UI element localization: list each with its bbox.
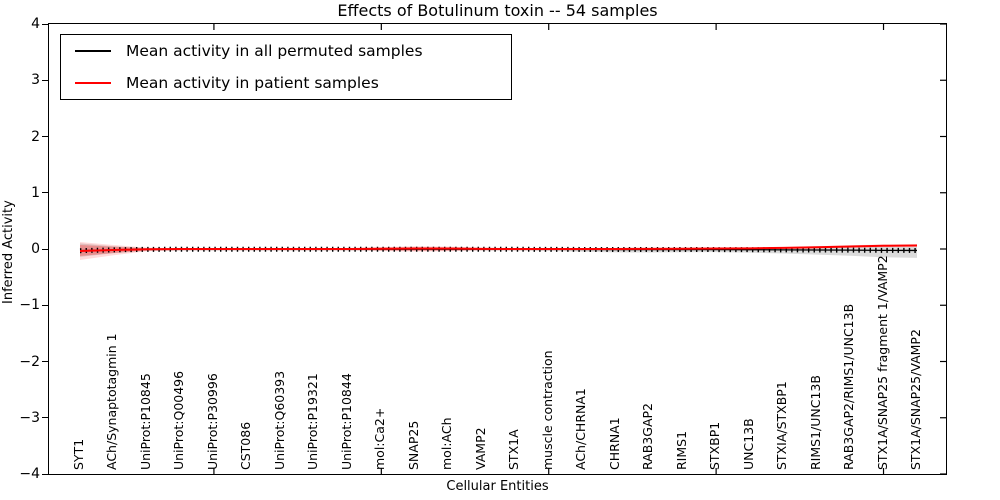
- chart-canvas: [79, 24, 946, 474]
- y-tick-label: −1: [19, 297, 40, 314]
- y-tick-mark-left: [42, 136, 49, 138]
- x-category-label: UniProt:P10844: [338, 373, 354, 470]
- permuted-line-sample-icon: [75, 50, 111, 53]
- patient-line-sample-icon: [75, 81, 111, 84]
- chart-title: Effects of Botulinum toxin -- 54 samples: [337, 1, 658, 20]
- x-category-label: STXBP1: [707, 421, 723, 470]
- x-category-label: ACh/Synaptotagmin 1: [104, 333, 120, 470]
- y-tick-mark-left: [42, 248, 49, 250]
- x-category-label: STX1A/SNAP25/VAMP2: [908, 329, 923, 470]
- y-tick-mark-left: [42, 23, 49, 25]
- x-category-label: RAB3GAP2/RIMS1/UNC13B: [841, 303, 857, 470]
- y-tick-label: 4: [31, 16, 40, 32]
- x-category-label: UniProt:P19321: [305, 373, 321, 470]
- x-category-label: CST086: [238, 421, 254, 470]
- patient-mean-line: [79, 244, 918, 252]
- x-category-label: UNC13B: [740, 418, 756, 470]
- x-category-label: mol:ACh: [439, 417, 455, 471]
- x-category-label: STX1A/SNAP25 fragment 1/VAMP2: [874, 255, 890, 470]
- x-category-label: VAMP2: [472, 427, 488, 470]
- y-tick-mark-left: [42, 473, 49, 475]
- x-category-label: ACh/CHRNA1: [573, 388, 589, 470]
- legend-label: Mean activity in all permuted samples: [126, 42, 423, 61]
- legend-entry-patient: Mean activity in patient samples: [61, 67, 511, 98]
- y-tick-label: −2: [19, 353, 40, 370]
- y-tick-label: 2: [31, 128, 40, 145]
- x-category-label: STXIA/STXBP1: [774, 381, 790, 470]
- x-category-label: RIMS1: [673, 430, 689, 470]
- y-axis-label: Inferred Activity: [1, 200, 16, 304]
- legend-label: Mean activity in patient samples: [126, 73, 379, 92]
- x-category-label: RAB3GAP2: [640, 403, 656, 470]
- x-category-label: mol:Ca2+: [372, 407, 388, 470]
- y-tick-label: 0: [31, 241, 40, 257]
- x-category-label: UniProt:P10845: [137, 373, 153, 470]
- y-tick-label: −3: [19, 409, 40, 426]
- x-category-label: RIMS1/UNC13B: [807, 375, 823, 470]
- y-tick-label: 1: [31, 184, 40, 201]
- y-tick-mark-left: [42, 417, 49, 419]
- x-category-label: UniProt:P30996: [204, 373, 220, 470]
- legend: Mean activity in all permuted samples Me…: [60, 34, 512, 100]
- y-tick-mark-left: [42, 192, 49, 194]
- y-tick-label: −4: [19, 466, 40, 482]
- x-category-label: SNAP25: [405, 420, 421, 470]
- y-tick-mark-left: [42, 79, 49, 81]
- x-category-label: STX1A: [506, 429, 522, 470]
- permuted-samples-std-band: [80, 243, 917, 258]
- x-category-label: UniProt:Q00496: [171, 370, 187, 470]
- legend-entry-permuted: Mean activity in all permuted samples: [61, 36, 511, 67]
- x-axis-label: Cellular Entities: [446, 479, 549, 494]
- x-category-label: SYT1: [71, 438, 86, 470]
- x-category-label: CHRNA1: [606, 417, 622, 470]
- x-category-label: muscle contraction: [539, 350, 555, 470]
- y-tick-label: 3: [31, 72, 40, 89]
- x-category-label: UniProt:Q60393: [271, 370, 287, 470]
- y-tick-mark-left: [42, 361, 49, 363]
- y-tick-mark-left: [42, 304, 49, 306]
